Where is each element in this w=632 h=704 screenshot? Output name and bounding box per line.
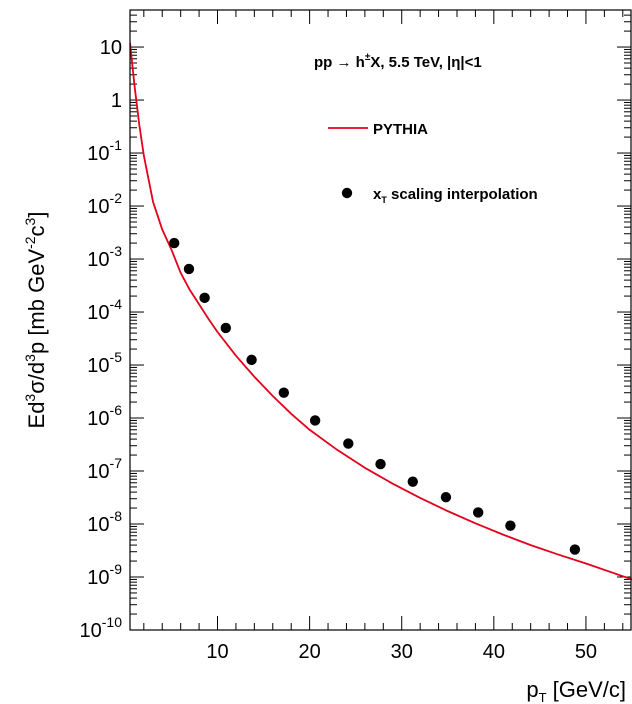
xt-scaling-point: [569, 544, 581, 555]
xt-scaling-point: [278, 387, 290, 398]
y-tick-label: 10-3: [87, 243, 122, 271]
y-tick-label: 10-5: [87, 349, 122, 377]
x-tick-label: 20: [298, 641, 320, 663]
x-tick-label: 10: [206, 641, 228, 663]
xt-scaling-point: [440, 492, 452, 503]
x-tick-label: 30: [391, 641, 413, 663]
y-tick-label: 10-7: [87, 455, 122, 483]
legend-marker-swatch: [341, 187, 353, 199]
xt-scaling-point: [309, 415, 321, 426]
y-tick-label: 10-1: [87, 137, 122, 165]
xt-scaling-point: [183, 263, 195, 275]
xt-scaling-point: [505, 520, 516, 531]
y-tick-label: 10-6: [87, 402, 122, 430]
y-tick-label: 10-2: [87, 190, 122, 218]
y-axis-title: Ed3σ/d3p [mb GeV-2c3]: [22, 212, 49, 429]
xt-scaling-point: [375, 458, 386, 470]
x-axis-title: pT [GeV/c]: [526, 677, 626, 704]
y-tick-label: 10-9: [87, 561, 122, 589]
legend-label-xt-scaling: xT scaling interpolation: [373, 186, 538, 205]
pythia-curve: [130, 42, 632, 581]
y-tick-label: 10-8: [87, 508, 122, 536]
xt-scaling-point: [246, 354, 257, 366]
y-tick-label: 10-4: [87, 296, 122, 324]
y-tick-label: 1: [111, 90, 122, 112]
plot-frame: [129, 9, 632, 631]
x-tick-label: 50: [575, 641, 597, 663]
xt-scaling-point: [407, 476, 418, 487]
y-tick-label: 10: [100, 37, 122, 59]
legend-title: pp → h±X, 5.5 TeV, |η|<1: [314, 52, 482, 71]
y-tick-label: 10-10: [80, 614, 123, 642]
ticks-layer: 10 20 30 40 50 10-10 10-9 10-8 10-7 10-6 10-5 10-4 1…: [80, 9, 631, 663]
xt-scaling-point: [343, 438, 354, 449]
legend: pp → h±X, 5.5 TeV, |η|<1 PYTHIA xT scali…: [314, 52, 538, 205]
legend-label-pythia: PYTHIA: [373, 121, 428, 138]
data-layer: [130, 42, 632, 581]
x-tick-label: 40: [483, 641, 505, 663]
xt-scaling-point: [169, 237, 180, 249]
xt-scaling-point: [199, 292, 210, 304]
xt-scaling-point: [220, 322, 231, 334]
xt-scaling-point: [472, 507, 484, 518]
